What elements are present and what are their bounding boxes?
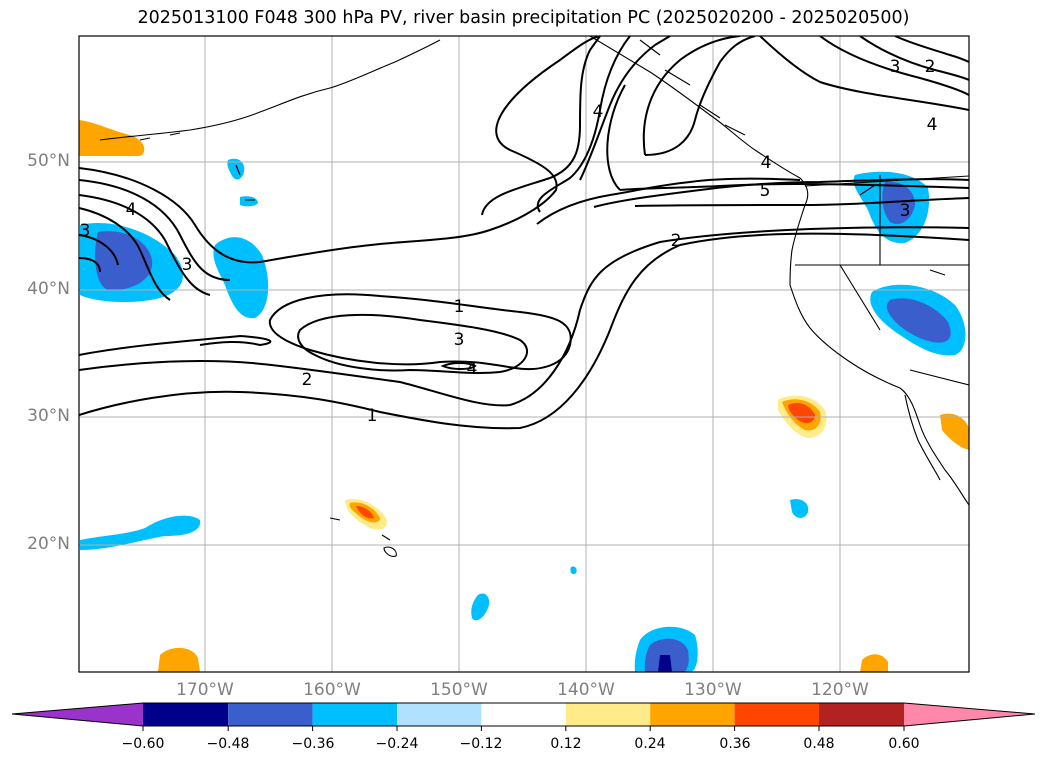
precip-blob [658,655,672,672]
colorbar-tick-label: −0.60 [121,736,165,752]
colorbar-tick-label: −0.12 [459,736,503,752]
contour-label: 4 [927,115,938,135]
precip-blob [158,647,200,672]
colorbar-tick-label: 0.12 [550,736,582,752]
colorbar-tick-label: 0.24 [634,736,666,752]
lat-label: 40°N [27,279,70,299]
contour-label: 2 [925,57,936,77]
colorbar-tick-label: −0.24 [375,736,419,752]
contour-label: 4 [467,359,478,379]
map-frame [78,35,970,673]
precip-blob [570,566,577,575]
colorbar-tick-label: 0.36 [719,736,751,752]
colorbar-segment [650,703,735,726]
contour-label: 5 [760,181,771,201]
colorbar-segment [565,703,651,726]
precip-blob [788,403,815,424]
precip-blob [860,654,888,672]
colorbar-tick-label: 0.60 [888,736,920,752]
precip-blob [80,515,201,550]
lon-label: 170°W [176,680,234,700]
contour-label: 1 [454,297,465,317]
colorbar-segment [734,703,819,726]
precip-blob [882,181,915,225]
colorbar-segment [228,703,313,726]
map-title: 2025013100 F048 300 hPa PV, river basin … [137,8,910,28]
map-plot-area: 1 1 2 2 3 3 3 3 4 4 4 4 5 2 3 4 [79,36,969,672]
precip-blob [886,298,951,343]
precip-blob [79,120,145,156]
precip-blob [356,506,374,519]
contour-label: 3 [900,201,911,221]
colorbar-extend-max [904,703,1035,726]
lat-label: 50°N [27,151,70,171]
pv-contours [79,36,969,430]
contour-label: 3 [454,330,465,350]
colorbar-segment [819,703,904,726]
lon-label: 130°W [684,680,742,700]
contour-label: 2 [671,231,682,251]
contour-label: 1 [367,406,378,426]
contour-labels: 1 1 2 2 3 3 3 3 4 4 4 4 5 2 3 4 [80,57,938,426]
graticule [79,36,969,672]
precip-blob [940,413,969,450]
colorbar-segment [143,703,229,726]
colorbar-extend-min [12,703,143,726]
contour-label: 3 [182,255,193,275]
precip-negative-shading [80,158,966,672]
lon-label: 160°W [303,680,361,700]
colorbar [11,702,1036,731]
lon-label: 150°W [430,680,488,700]
precip-blob [790,499,809,518]
colorbar-tick-label: −0.36 [291,736,335,752]
lat-label: 30°N [27,406,70,426]
contour-label: 4 [126,200,137,220]
precip-blob [240,196,258,207]
colorbar-tick-label: 0.48 [803,736,835,752]
contour-label: 4 [593,102,604,122]
precip-blob [471,593,490,621]
precip-blob [213,237,269,319]
contour-label: 3 [890,57,901,77]
colorbar-segment [312,703,397,726]
contour-label: 2 [302,370,313,390]
lon-label: 140°W [557,680,615,700]
contour-label: 4 [761,153,772,173]
contour-label: 3 [80,221,91,241]
colorbar-tick-label: −0.48 [206,736,250,752]
precip-positive-shading [79,120,969,672]
colorbar-segment [481,703,566,726]
colorbar-segment [397,703,482,726]
lon-label: 120°W [811,680,869,700]
lat-label: 20°N [27,534,70,554]
coastlines [99,36,969,557]
